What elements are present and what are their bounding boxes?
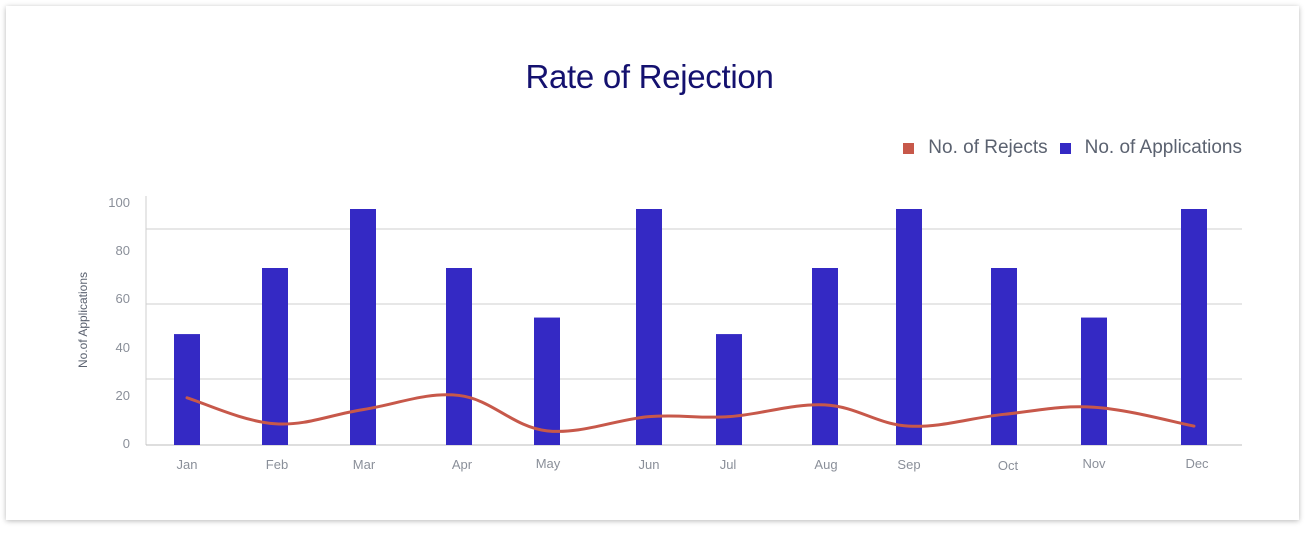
x-tick-label-aug: Aug <box>814 457 837 472</box>
legend-label-rejects: No. of Rejects <box>928 137 1048 158</box>
x-tick-label-jul: Jul <box>720 457 737 472</box>
chart-title: Rate of Rejection <box>525 58 774 95</box>
bar-applications-may[interactable] <box>534 317 560 445</box>
y-tick-label: 60 <box>116 291 130 306</box>
x-tick-label-jan: Jan <box>177 457 198 472</box>
y-tick-label: 20 <box>116 388 130 403</box>
rejects-series-line[interactable] <box>185 393 1196 433</box>
legend-item-rejects[interactable]: No. of Rejects <box>903 137 1048 159</box>
bar-applications-apr[interactable] <box>446 268 472 445</box>
line-rejects <box>185 393 1196 433</box>
bar-applications-mar[interactable] <box>350 209 376 445</box>
x-tick-label-jun: Jun <box>639 457 660 472</box>
gridlines <box>145 196 1242 446</box>
bar-applications-jul[interactable] <box>716 334 742 445</box>
x-tick-label-apr: Apr <box>452 457 473 472</box>
bar-applications-sep[interactable] <box>896 209 922 445</box>
bar-applications-feb[interactable] <box>262 268 288 445</box>
x-tick-label-mar: Mar <box>353 457 376 472</box>
y-tick-label: 80 <box>116 243 130 258</box>
bar-applications-nov[interactable] <box>1081 317 1107 445</box>
x-tick-label-oct: Oct <box>998 458 1019 473</box>
legend-label-applications: No. of Applications <box>1084 137 1242 158</box>
y-tick-label: 0 <box>123 436 130 451</box>
bar-applications-dec[interactable] <box>1181 209 1207 445</box>
y-tick-label: 100 <box>108 195 130 210</box>
bar-applications-oct[interactable] <box>991 268 1017 445</box>
bar-applications-jun[interactable] <box>636 209 662 445</box>
bar-applications-jan[interactable] <box>174 334 200 445</box>
legend-item-applications[interactable]: No. of Applications <box>1059 137 1242 159</box>
x-tick-label-may: May <box>536 456 561 471</box>
bars-applications <box>174 209 1207 445</box>
legend-swatch-rejects <box>903 142 915 154</box>
y-tick-label: 40 <box>116 340 130 355</box>
x-tick-label-feb: Feb <box>266 457 288 472</box>
x-tick-label-dec: Dec <box>1185 456 1209 471</box>
bar-applications-aug[interactable] <box>812 268 838 445</box>
x-tick-label-sep: Sep <box>897 457 920 472</box>
x-tick-label-nov: Nov <box>1082 456 1106 471</box>
y-tick-labels: 0 20 40 60 80 100 <box>108 195 130 451</box>
chart-legend: No. of Rejects No. of Applications <box>891 137 1242 159</box>
legend-swatch-applications <box>1059 142 1071 154</box>
x-tick-labels: Jan Feb Mar Apr May Jun Jul Aug Sep Oct Nov Dec <box>177 456 1210 473</box>
